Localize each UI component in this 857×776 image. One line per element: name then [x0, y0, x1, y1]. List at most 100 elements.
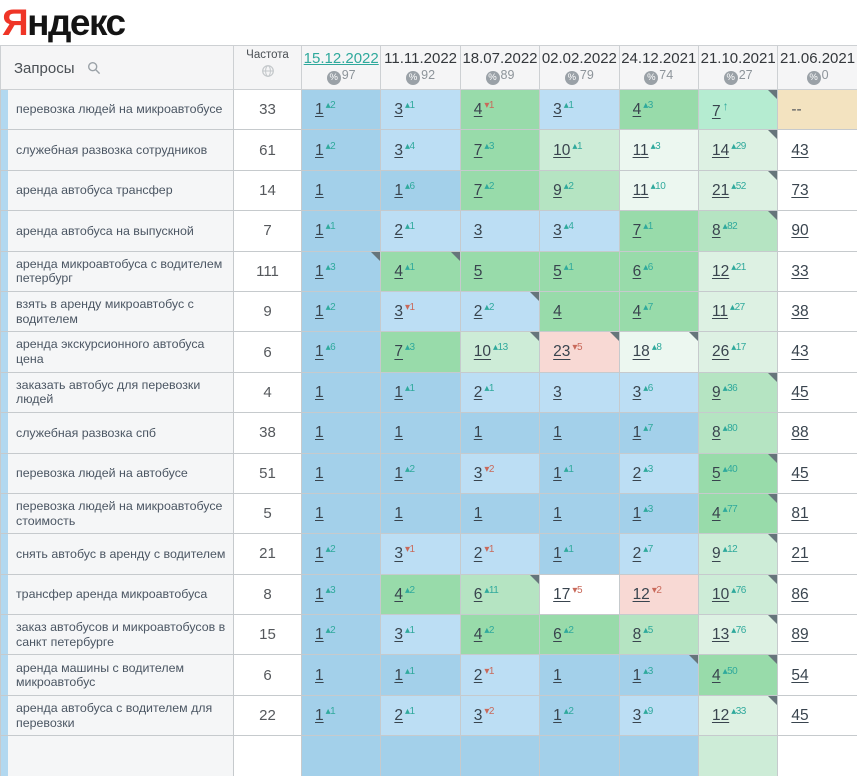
position-value[interactable]: 45: [791, 707, 808, 724]
position-value[interactable]: 1: [315, 586, 324, 603]
position-cell[interactable]: 9▴2: [540, 170, 619, 210]
position-value[interactable]: 1: [315, 667, 324, 684]
position-value[interactable]: 1: [474, 424, 483, 441]
position-value[interactable]: 2: [394, 707, 403, 724]
position-value[interactable]: 3: [394, 101, 403, 118]
position-cell[interactable]: 9▴12: [698, 534, 777, 574]
position-cell[interactable]: 1: [381, 493, 460, 533]
position-cell[interactable]: 8▴80: [698, 413, 777, 453]
position-value[interactable]: 5: [474, 263, 483, 280]
position-value[interactable]: 3: [474, 707, 483, 724]
position-value[interactable]: 4: [633, 101, 642, 118]
query-cell[interactable]: снять автобус в аренду с водителем: [1, 534, 234, 574]
date-column-header-0[interactable]: 15.12.2022 % 97: [302, 46, 381, 90]
position-value[interactable]: 81: [791, 505, 808, 522]
position-cell[interactable]: 3▴6: [619, 372, 698, 412]
position-value[interactable]: 2: [474, 546, 483, 563]
position-cell[interactable]: 1▴2: [381, 453, 460, 493]
position-value[interactable]: 1: [315, 505, 324, 522]
query-cell[interactable]: трансфер аренда микроавтобуса: [1, 574, 234, 614]
position-value[interactable]: 17: [553, 586, 570, 603]
position-value[interactable]: 1: [394, 667, 403, 684]
position-value[interactable]: 1: [315, 546, 324, 563]
position-cell[interactable]: 7▴2: [460, 170, 539, 210]
position-cell[interactable]: 1▴1: [302, 211, 381, 251]
position-value[interactable]: 1: [394, 505, 403, 522]
position-value[interactable]: 43: [791, 344, 808, 361]
position-cell[interactable]: 14▴29: [698, 130, 777, 170]
position-cell[interactable]: 45: [778, 372, 857, 412]
query-cell[interactable]: аренда автобуса на выпускной: [1, 211, 234, 251]
search-icon[interactable]: [87, 62, 101, 79]
position-cell[interactable]: 7▴3: [460, 130, 539, 170]
date-link[interactable]: 18.07.2022: [462, 50, 537, 67]
query-cell[interactable]: аренда автобуса с водителем для перевозк…: [1, 695, 234, 735]
position-cell[interactable]: 5▴40: [698, 453, 777, 493]
position-cell[interactable]: 38: [778, 291, 857, 331]
position-cell[interactable]: 4▴3: [619, 90, 698, 130]
position-value[interactable]: 1: [315, 384, 324, 401]
position-cell[interactable]: 12▾2: [619, 574, 698, 614]
position-cell[interactable]: 4▴7: [619, 291, 698, 331]
position-value[interactable]: 8: [712, 424, 721, 441]
position-cell[interactable]: 3▾1: [381, 291, 460, 331]
position-value[interactable]: 4: [712, 505, 721, 522]
date-link[interactable]: 02.02.2022: [542, 50, 617, 67]
position-value[interactable]: 21: [791, 546, 808, 563]
position-cell[interactable]: 3: [460, 211, 539, 251]
position-cell[interactable]: 3▾2: [460, 695, 539, 735]
position-cell[interactable]: 1▴1: [540, 453, 619, 493]
position-value[interactable]: 2: [474, 384, 483, 401]
date-link[interactable]: 11.11.2022: [384, 50, 457, 67]
query-cell[interactable]: служебная развозка спб: [1, 413, 234, 453]
position-value[interactable]: 1: [633, 505, 642, 522]
query-cell[interactable]: аренда автобуса трансфер: [1, 170, 234, 210]
position-value[interactable]: 5: [553, 263, 562, 280]
position-value[interactable]: 1: [315, 303, 324, 320]
position-value[interactable]: 1: [553, 465, 562, 482]
position-value[interactable]: 1: [315, 182, 324, 199]
position-cell[interactable]: 1▴1: [381, 372, 460, 412]
position-value[interactable]: 4: [474, 101, 483, 118]
position-value[interactable]: 4: [712, 667, 721, 684]
query-cell[interactable]: перевозка людей на автобусе: [1, 453, 234, 493]
position-cell[interactable]: 1▴3: [619, 655, 698, 695]
position-cell[interactable]: 3▴1: [381, 615, 460, 655]
position-cell[interactable]: 2▴1: [381, 695, 460, 735]
position-cell[interactable]: 1▴2: [302, 534, 381, 574]
position-cell[interactable]: 1▴2: [302, 130, 381, 170]
position-value[interactable]: 2: [474, 303, 483, 320]
date-column-header-2[interactable]: 18.07.2022 % 89: [460, 46, 539, 90]
position-value[interactable]: 3: [553, 101, 562, 118]
position-value[interactable]: 12: [712, 707, 729, 724]
position-value[interactable]: 1: [315, 142, 324, 159]
position-value[interactable]: 7: [633, 222, 642, 239]
position-cell[interactable]: 3: [540, 372, 619, 412]
position-value[interactable]: 43: [791, 142, 808, 159]
position-cell[interactable]: 4▴2: [460, 615, 539, 655]
position-cell[interactable]: 88: [778, 413, 857, 453]
position-cell[interactable]: 18▴8: [619, 332, 698, 372]
position-cell[interactable]: 1: [302, 372, 381, 412]
position-cell[interactable]: 90: [778, 211, 857, 251]
position-value[interactable]: 2: [474, 667, 483, 684]
position-value[interactable]: 88: [791, 424, 808, 441]
position-cell[interactable]: 21▴52: [698, 170, 777, 210]
position-value[interactable]: 3: [474, 222, 483, 239]
position-cell[interactable]: 8▴82: [698, 211, 777, 251]
position-cell[interactable]: 1: [460, 493, 539, 533]
position-value[interactable]: 1: [553, 424, 562, 441]
position-cell[interactable]: 4: [540, 291, 619, 331]
position-value[interactable]: 1: [315, 424, 324, 441]
position-cell[interactable]: 1: [381, 413, 460, 453]
position-value[interactable]: 4: [394, 263, 403, 280]
position-cell[interactable]: 3▾2: [460, 453, 539, 493]
position-value[interactable]: 7: [394, 344, 403, 361]
position-cell[interactable]: [619, 736, 698, 776]
position-value[interactable]: 45: [791, 384, 808, 401]
position-cell[interactable]: 4▴2: [381, 574, 460, 614]
position-value[interactable]: 1: [315, 465, 324, 482]
position-cell[interactable]: 1▴2: [540, 695, 619, 735]
position-cell[interactable]: 1▴3: [302, 251, 381, 291]
position-value[interactable]: 13: [712, 626, 729, 643]
